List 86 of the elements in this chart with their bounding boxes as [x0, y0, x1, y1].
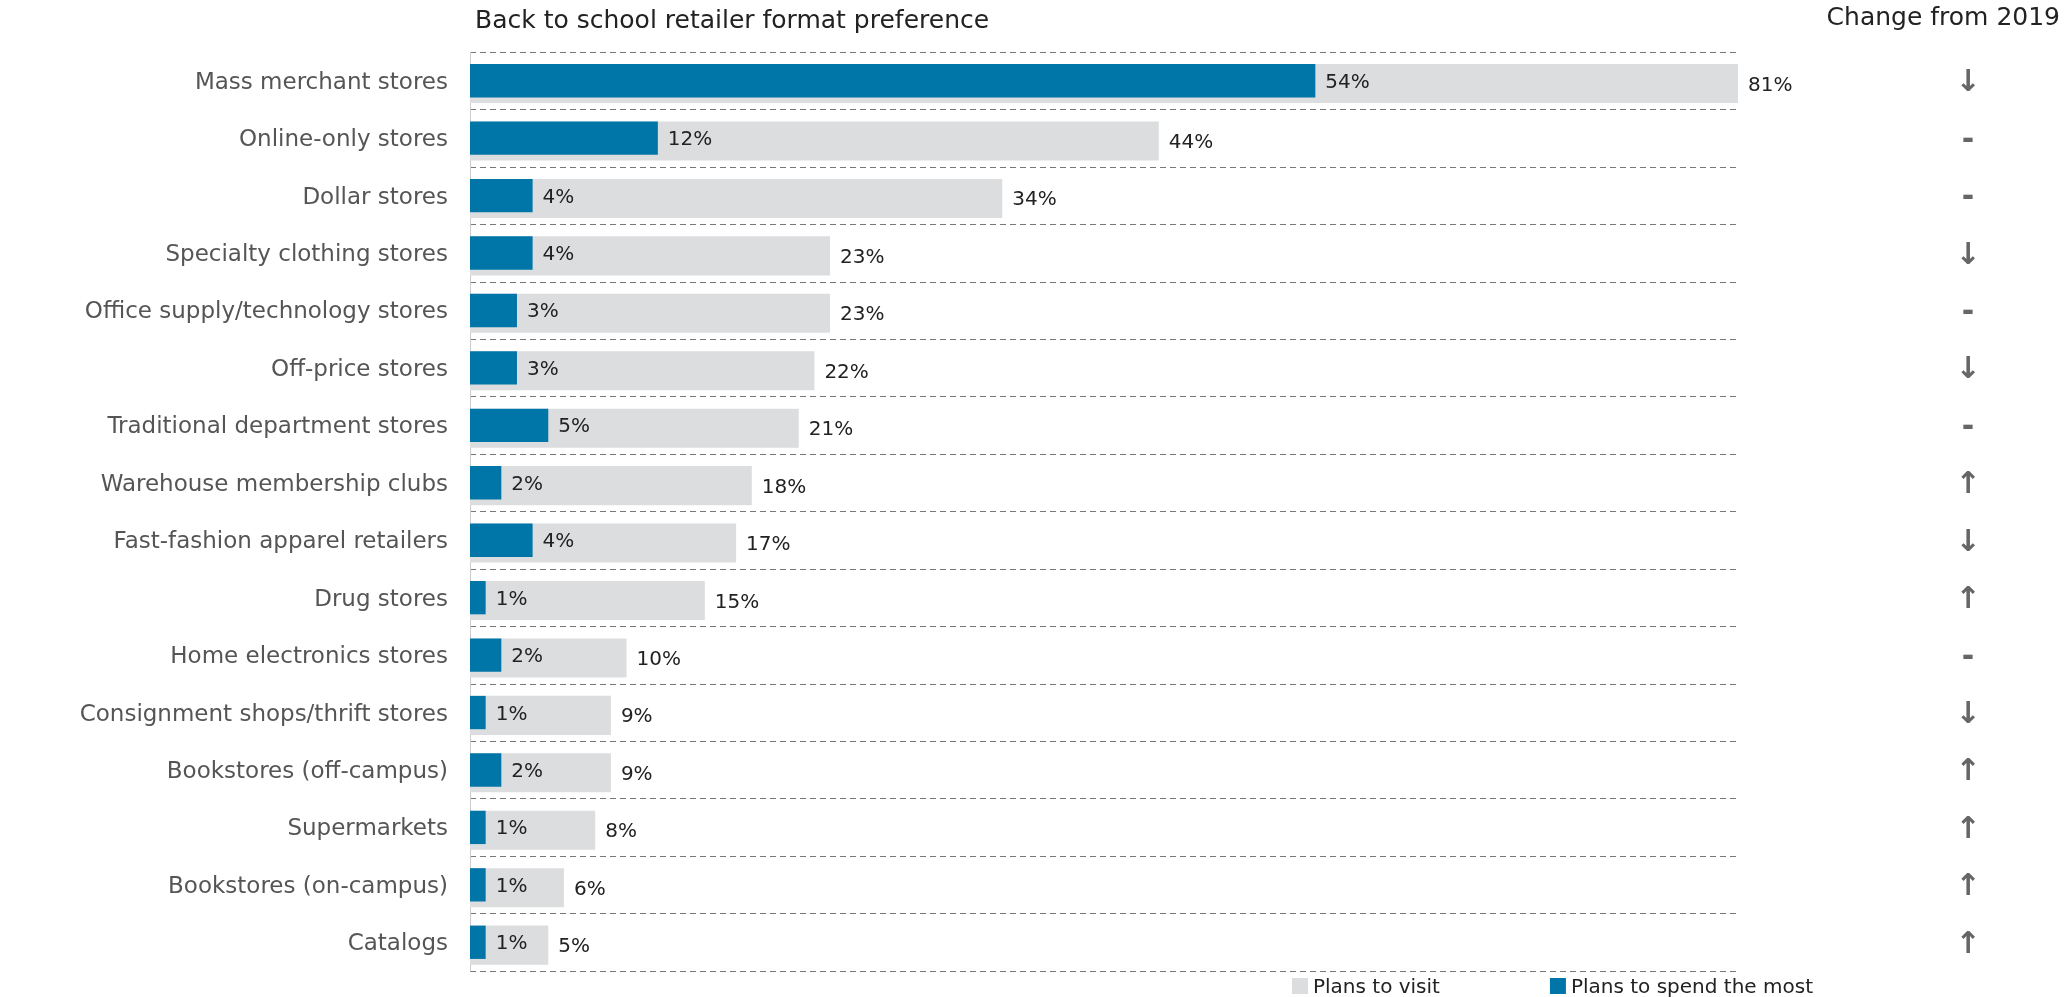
text: ↑: [1955, 809, 1981, 845]
bar: [470, 925, 486, 959]
y-tick-label: Catalogs: [347, 929, 448, 956]
y-tick-label: Dollar stores: [302, 182, 448, 209]
data-label: 17%: [746, 531, 791, 556]
y-tick-label: Bookstores (off-campus): [166, 756, 448, 783]
y-tick-label: Fast-fashion apparel retailers: [113, 527, 448, 554]
text: -: [1961, 120, 1975, 156]
data-label: 4%: [542, 183, 575, 208]
text: ↑: [1955, 752, 1981, 788]
bar: [470, 868, 486, 902]
data-label: 4%: [542, 528, 575, 553]
data-label: 2%: [511, 757, 544, 782]
text: -: [1961, 292, 1975, 328]
data-label: 54%: [1325, 68, 1370, 93]
data-label: 3%: [526, 355, 559, 380]
chart-title: Back to school retailer format preference: [475, 5, 990, 34]
y-tick-label: Warehouse membership clubs: [100, 469, 448, 496]
bar: [470, 581, 486, 615]
data-label: 81%: [1748, 71, 1793, 96]
y-tick-label: Specialty clothing stores: [165, 240, 448, 267]
data-label: 44%: [1168, 129, 1214, 154]
data-label: 23%: [840, 243, 885, 268]
y-tick-label: Traditional department stores: [106, 412, 448, 439]
data-label: 23%: [840, 301, 885, 326]
data-label: 18%: [761, 473, 807, 498]
bar: [470, 236, 533, 270]
data-label: 22%: [824, 358, 869, 383]
text: ↑: [1955, 867, 1981, 903]
data-label: 5%: [558, 933, 591, 958]
bar: [470, 178, 533, 213]
bar: [470, 351, 517, 385]
data-label: 10%: [636, 645, 681, 670]
bar: [470, 523, 533, 557]
data-label: 15%: [714, 588, 760, 613]
data-label: 1%: [495, 700, 528, 725]
text: -: [1961, 637, 1975, 673]
text: ↓: [1955, 522, 1981, 558]
text: ↓: [1955, 695, 1981, 731]
y-tick-label: Home electronics stores: [170, 642, 448, 669]
legend-label: Plans to spend the most: [1570, 974, 1814, 997]
text: ↑: [1955, 580, 1981, 616]
y-tick-label: Online-only stores: [238, 125, 448, 152]
data-label: 21%: [808, 416, 854, 441]
data-label: 1%: [495, 930, 528, 955]
y-tick-label: Bookstores (on-campus): [168, 871, 448, 898]
bar: [470, 121, 658, 155]
y-tick-label: Consignment shops/thrift stores: [79, 699, 448, 726]
data-label: 3%: [526, 298, 559, 323]
text: ↓: [1955, 350, 1981, 386]
bar: [470, 466, 752, 506]
y-tick-label: Office supply/technology stores: [84, 297, 448, 324]
data-label: 1%: [495, 585, 528, 610]
y-tick-label: Mass merchant stores: [194, 67, 448, 94]
y-tick-label: Supermarkets: [287, 814, 448, 841]
text: ↓: [1955, 235, 1981, 271]
data-label: 34%: [1012, 186, 1057, 211]
data-label: 1%: [495, 872, 528, 897]
bar: [470, 293, 517, 328]
data-label: 5%: [558, 413, 591, 438]
data-label: 12%: [667, 126, 713, 151]
data-label: 6%: [573, 875, 606, 900]
bar: [470, 638, 502, 672]
data-label: 8%: [605, 818, 637, 843]
bar: [470, 753, 502, 787]
data-label: 2%: [511, 470, 544, 495]
data-label: 9%: [620, 703, 653, 728]
text: -: [1961, 407, 1975, 443]
data-label: 9%: [620, 760, 653, 785]
text: Change from 2019: [1826, 2, 2061, 31]
bar: [470, 581, 705, 621]
y-tick-label: Off-price stores: [271, 354, 448, 381]
text: ↑: [1955, 465, 1981, 501]
y-tick-label: Drug stores: [314, 584, 448, 611]
legend-label: Plans to visit: [1312, 974, 1441, 997]
bar: [470, 64, 1316, 98]
bar: [470, 466, 502, 500]
bar: [470, 695, 486, 730]
bar: [470, 408, 549, 442]
bar: [470, 810, 486, 845]
data-label: 1%: [495, 815, 528, 840]
text: ↓: [1955, 63, 1981, 99]
data-label: 4%: [542, 241, 575, 266]
text: ↑: [1955, 924, 1981, 960]
data-label: 2%: [511, 643, 544, 668]
text: -: [1961, 178, 1975, 214]
